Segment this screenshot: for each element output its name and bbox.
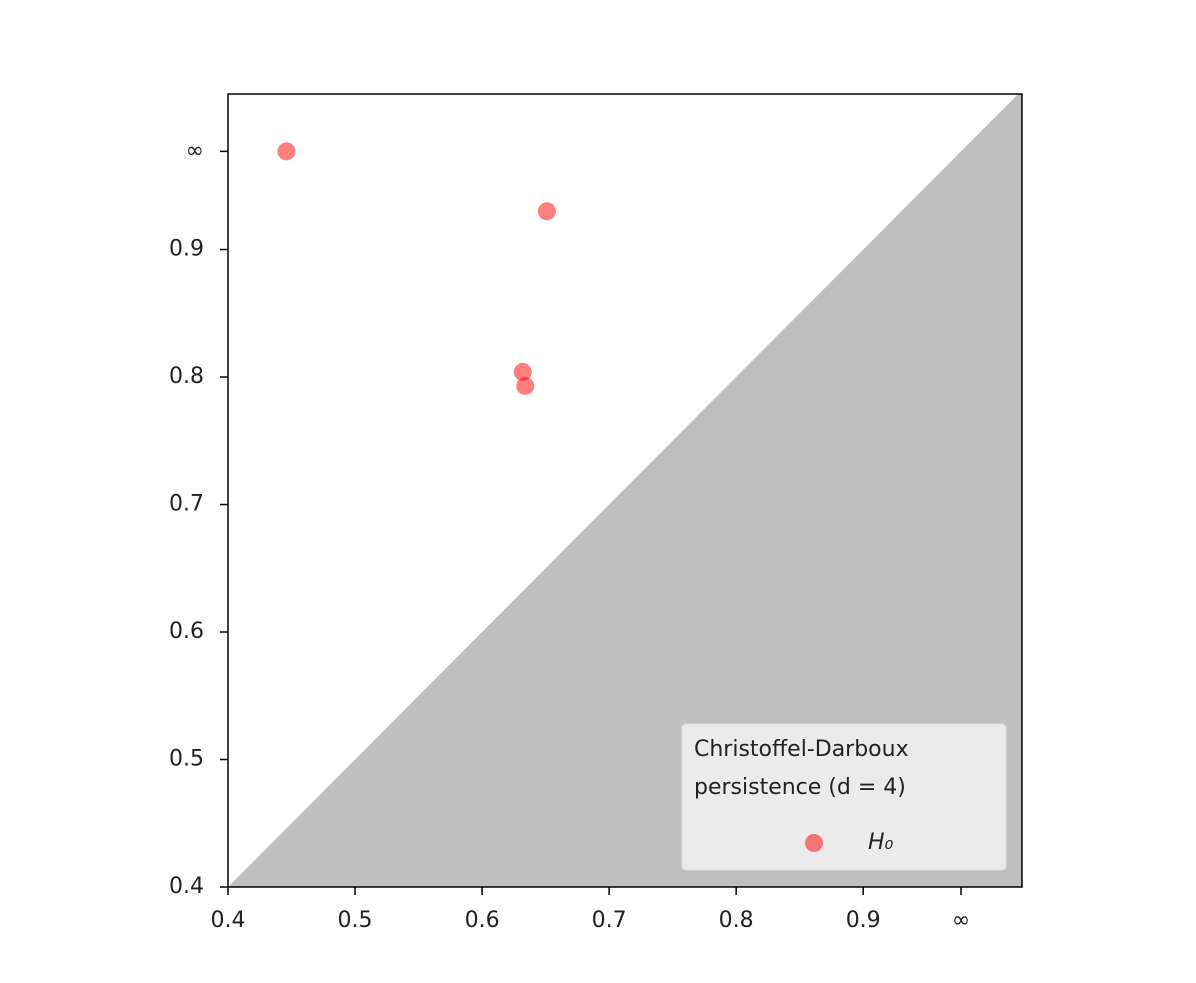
x-tick-label: ∞	[952, 908, 970, 933]
y-tick-label: 0.8	[169, 364, 204, 389]
x-tick-label: 0.7	[592, 908, 627, 933]
y-tick-label: ∞	[186, 138, 204, 163]
legend-marker	[805, 834, 823, 852]
y-tick-label: 0.4	[169, 874, 204, 899]
y-tick-label: 0.7	[169, 492, 204, 517]
y-tick-label: 0.5	[169, 747, 204, 772]
x-tick-label: 0.9	[846, 908, 881, 933]
plot-frame	[227, 93, 1023, 888]
x-tick-label: 0.5	[338, 908, 373, 933]
legend-title: persistence (d = 4)	[694, 775, 906, 800]
legend-label: H₀	[868, 830, 894, 855]
x-tick-label: 0.6	[465, 908, 500, 933]
point	[516, 376, 535, 395]
x-tick-label: 0.8	[719, 908, 754, 933]
legend-box	[681, 723, 1007, 871]
point	[537, 202, 556, 221]
diagonal-region	[228, 94, 1022, 887]
legend: Christoffel-Darboux persistence (d = 4) H₀	[681, 723, 1007, 871]
y-tick-label: 0.6	[169, 619, 204, 644]
legend-title: Christoffel-Darboux	[694, 737, 909, 762]
point	[277, 142, 296, 161]
x-tick-label: 0.4	[211, 908, 246, 933]
point	[513, 362, 532, 381]
y-tick-label: 0.9	[169, 237, 204, 262]
